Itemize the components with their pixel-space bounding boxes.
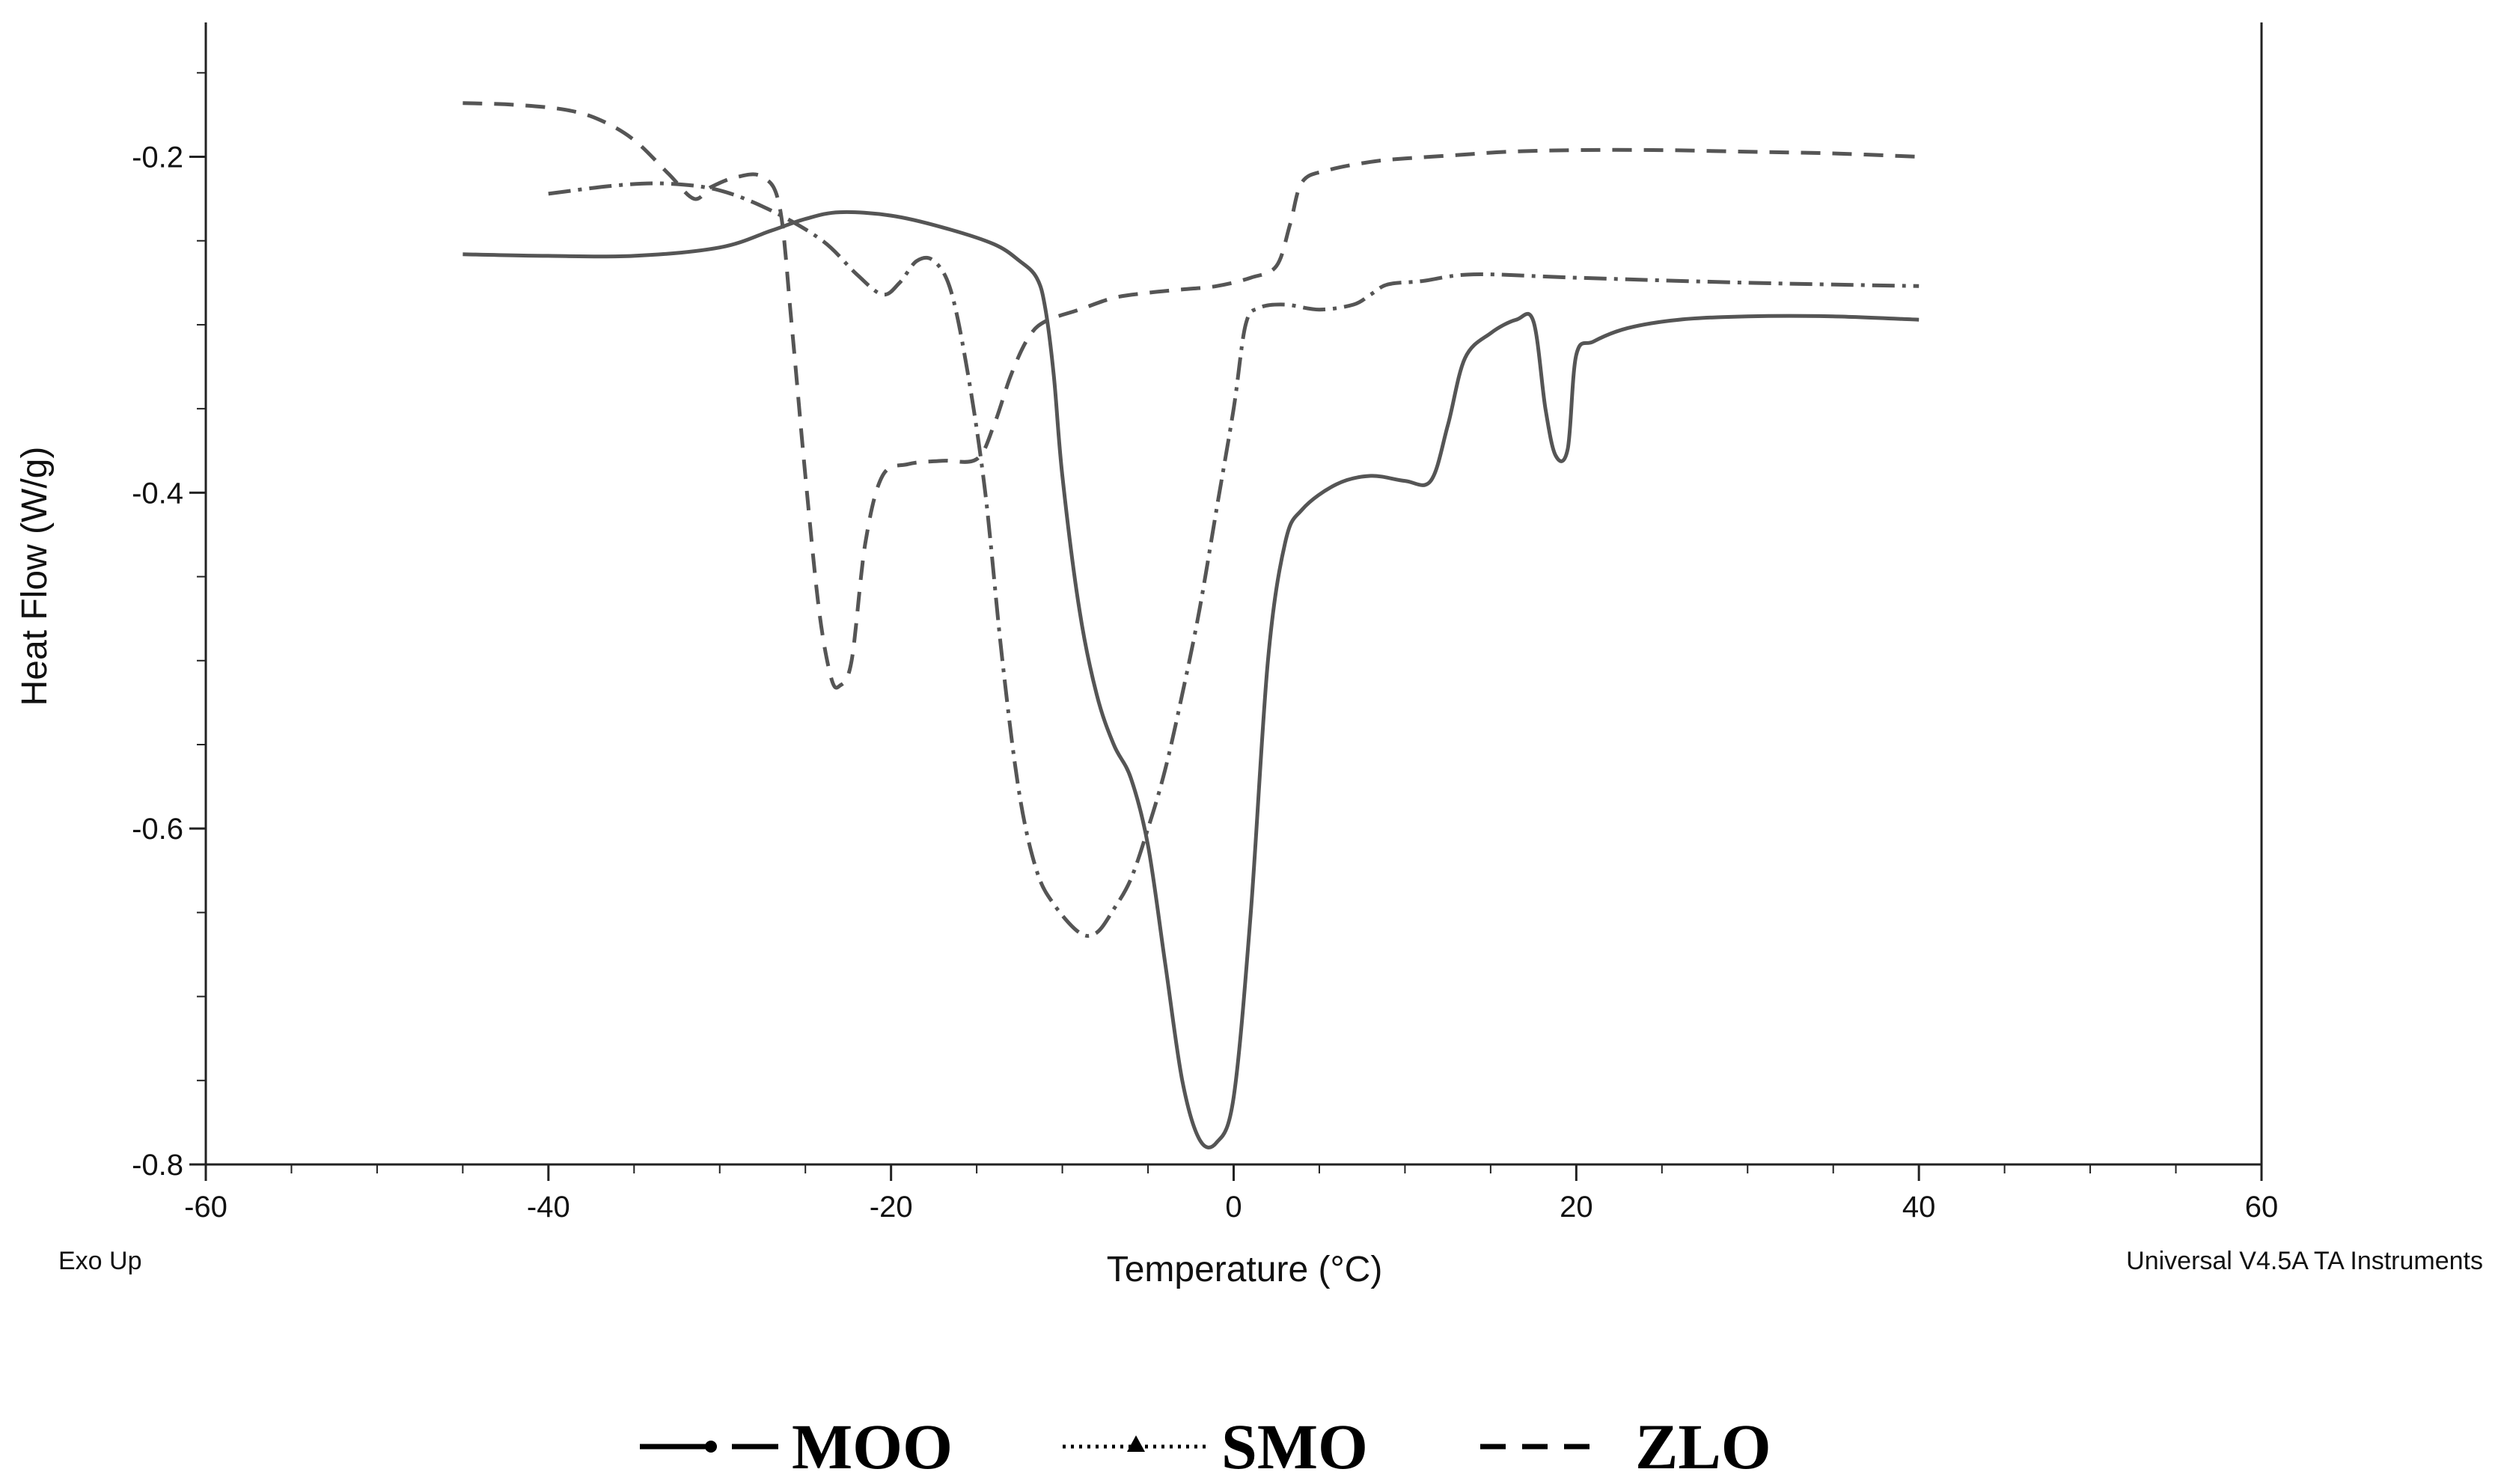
y-tick-label: -0.2 (132, 141, 183, 174)
axes (204, 22, 2263, 1166)
y-tick-label: -0.6 (132, 813, 183, 846)
x-tick-label: 60 (2245, 1191, 2279, 1224)
ticks: -60 -40 -20 0 20 40 60 -0.2 -0.4 -0.6 -0.8 (132, 72, 2279, 1224)
x-axis-title: Temperature (°C) (1107, 1250, 1383, 1289)
x-tick-label: -40 (527, 1191, 570, 1224)
exo-up-note: Exo Up (58, 1247, 142, 1275)
series-line-smo (548, 181, 1920, 938)
legend-item-zlo: ZLO (1480, 1411, 1771, 1483)
series-line-zlo (462, 101, 1920, 690)
legend-label-smo: SMO (1221, 1411, 1368, 1483)
legend-label-zlo: ZLO (1635, 1411, 1771, 1483)
legend-label-moo: MOO (792, 1411, 953, 1483)
y-tick-label: -0.8 (132, 1149, 183, 1182)
series-line-moo (462, 210, 1920, 1149)
y-axis-title: Heat Flow (W/g) (15, 447, 55, 706)
y-tick-label: -0.4 (132, 477, 183, 510)
legend-marker-moo (705, 1441, 717, 1453)
x-tick-label: -20 (870, 1191, 913, 1224)
x-tick-label: 0 (1225, 1191, 1242, 1224)
legend-item-smo: SMO (1063, 1411, 1368, 1483)
software-note: Universal V4.5A TA Instruments (2126, 1247, 2483, 1275)
series-lines (462, 101, 1920, 1149)
x-tick-label: 40 (1902, 1191, 1936, 1224)
x-tick-label: -60 (184, 1191, 227, 1224)
legend-marker-smo (1127, 1435, 1145, 1452)
legend: MOO SMO ZLO (640, 1411, 1771, 1483)
legend-item-moo: MOO (640, 1411, 953, 1483)
x-tick-label: 20 (1560, 1191, 1593, 1224)
